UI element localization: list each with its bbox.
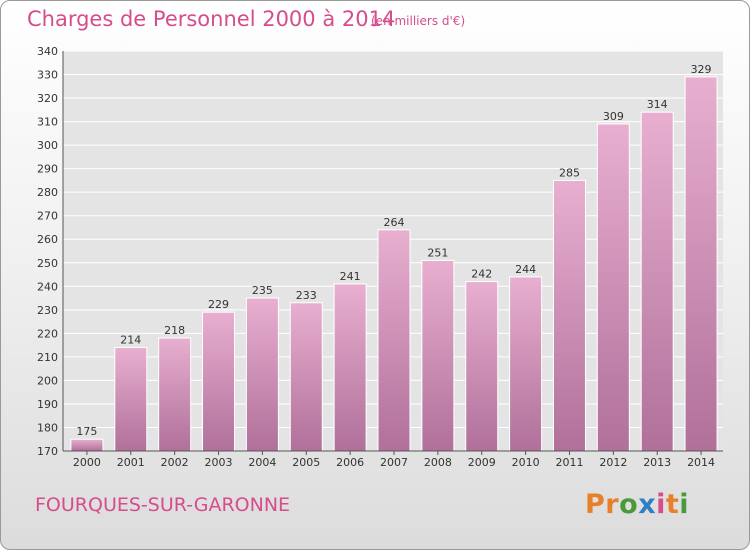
y-tick-label: 210 bbox=[37, 351, 58, 364]
data-label-2011: 285 bbox=[559, 166, 580, 179]
data-label-2010: 244 bbox=[515, 263, 536, 276]
x-tick-label-2002: 2002 bbox=[161, 456, 189, 469]
y-tick-label: 290 bbox=[37, 163, 58, 176]
chart-subtitle: (en milliers d'€) bbox=[371, 14, 466, 28]
data-label-2005: 233 bbox=[296, 289, 317, 302]
y-tick-label: 280 bbox=[37, 186, 58, 199]
y-tick-label: 260 bbox=[37, 233, 58, 246]
logo-letter: i bbox=[679, 489, 690, 520]
x-tick-label-2008: 2008 bbox=[424, 456, 452, 469]
y-tick-label: 180 bbox=[37, 421, 58, 434]
x-tick-label-2005: 2005 bbox=[292, 456, 320, 469]
x-tick-label-2001: 2001 bbox=[117, 456, 145, 469]
data-label-2002: 218 bbox=[164, 324, 185, 337]
x-tick-label-2000: 2000 bbox=[73, 456, 101, 469]
bar-2012 bbox=[596, 123, 630, 452]
bar-2003 bbox=[202, 311, 236, 452]
bar-2008 bbox=[421, 259, 455, 452]
data-label-2012: 309 bbox=[603, 110, 624, 123]
bar-2001 bbox=[114, 346, 148, 452]
x-tick-label-2009: 2009 bbox=[468, 456, 496, 469]
logo-letter: i bbox=[656, 489, 666, 520]
data-label-2014: 329 bbox=[691, 63, 712, 76]
bar-2002 bbox=[158, 337, 192, 452]
x-tick-label-2004: 2004 bbox=[248, 456, 276, 469]
y-tick-label: 310 bbox=[37, 116, 58, 129]
logo-letter: r bbox=[605, 489, 620, 520]
x-tick-label-2006: 2006 bbox=[336, 456, 364, 469]
x-tick-label-2007: 2007 bbox=[380, 456, 408, 469]
logo-letter: x bbox=[638, 489, 657, 520]
bar-2014 bbox=[684, 76, 718, 452]
y-tick-label: 170 bbox=[37, 445, 58, 458]
axes: 170 180 190 200 210 220 230 240 250 260 270 280 290 3… bbox=[37, 45, 723, 469]
bar-2004 bbox=[245, 297, 279, 452]
y-tick-label: 230 bbox=[37, 304, 58, 317]
bar-2011 bbox=[552, 179, 586, 452]
data-label-2000: 175 bbox=[76, 425, 97, 438]
y-tick-label: 340 bbox=[37, 45, 58, 58]
bar-2007 bbox=[377, 229, 411, 452]
logo-letter: P bbox=[585, 489, 606, 520]
data-label-2003: 229 bbox=[208, 298, 229, 311]
y-tick-label: 320 bbox=[37, 92, 58, 105]
bars: 175 214 218 229 235 233 241 264 251 242 244 285 309 3… bbox=[70, 63, 718, 452]
bar-2000 bbox=[70, 438, 104, 452]
bar-2010 bbox=[509, 276, 543, 452]
data-label-2004: 235 bbox=[252, 284, 273, 297]
x-tick-label-2003: 2003 bbox=[205, 456, 233, 469]
y-tick-label: 270 bbox=[37, 210, 58, 223]
y-tick-label: 190 bbox=[37, 398, 58, 411]
commune-name: FOURQUES-SUR-GARONNE bbox=[35, 494, 291, 516]
bar-2006 bbox=[333, 283, 367, 452]
data-label-2009: 242 bbox=[471, 268, 492, 281]
chart-title: Charges de Personnel 2000 à 2014 bbox=[27, 7, 396, 31]
y-tick-label: 240 bbox=[37, 280, 58, 293]
x-tick-label-2011: 2011 bbox=[555, 456, 583, 469]
data-label-2001: 214 bbox=[120, 333, 141, 346]
bar-2013 bbox=[640, 111, 674, 452]
data-label-2007: 264 bbox=[384, 216, 405, 229]
y-tick-label: 330 bbox=[37, 69, 58, 82]
proxiti-logo[interactable]: Proxiti bbox=[585, 489, 689, 520]
x-tick-label-2014: 2014 bbox=[687, 456, 715, 469]
bar-2005 bbox=[289, 302, 323, 452]
logo-letter: o bbox=[619, 489, 639, 520]
logo-letter: t bbox=[665, 489, 680, 520]
y-tick-label: 250 bbox=[37, 257, 58, 270]
data-label-2013: 314 bbox=[647, 98, 668, 111]
y-tick-label: 200 bbox=[37, 374, 58, 387]
x-tick-label-2013: 2013 bbox=[643, 456, 671, 469]
bar-2009 bbox=[465, 281, 499, 452]
data-label-2006: 241 bbox=[340, 270, 361, 283]
y-tick-label: 220 bbox=[37, 327, 58, 340]
data-label-2008: 251 bbox=[427, 246, 448, 259]
x-tick-label-2010: 2010 bbox=[512, 456, 540, 469]
x-tick-label-2012: 2012 bbox=[599, 456, 627, 469]
y-tick-label: 300 bbox=[37, 139, 58, 152]
